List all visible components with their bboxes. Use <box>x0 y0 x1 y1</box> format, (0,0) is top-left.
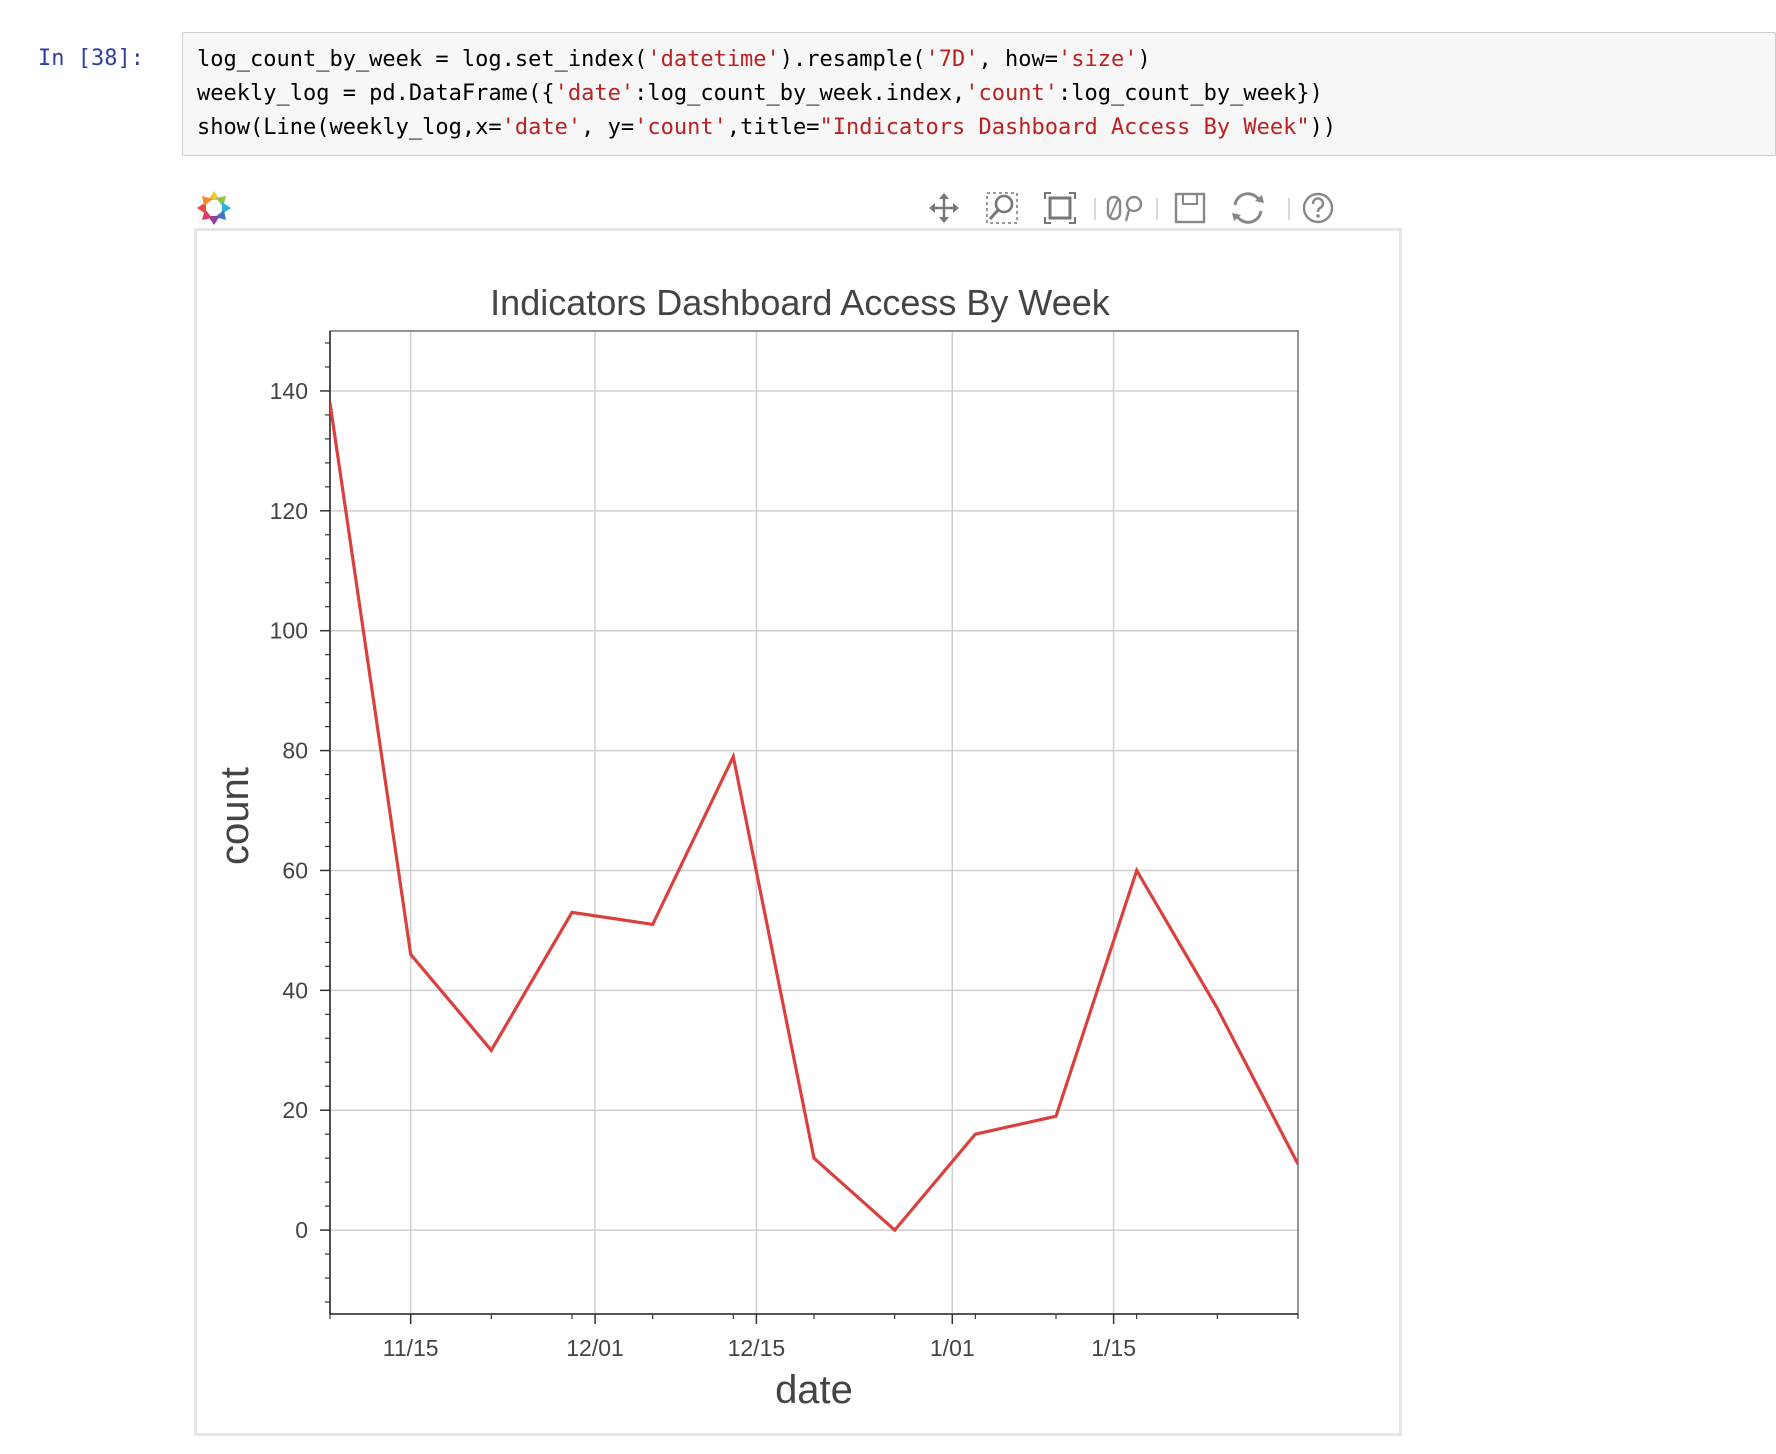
y-axis-label: count <box>213 767 257 865</box>
code-string-token: '7D' <box>925 47 979 72</box>
y-tick-label: 80 <box>282 738 308 764</box>
code-token: :log_count_by_week}) <box>1057 81 1323 106</box>
toolbar-separator <box>1288 198 1290 220</box>
code-string-token: 'count' <box>965 81 1058 106</box>
code-line: weekly_log = pd.DataFrame({'date':log_co… <box>197 77 1336 111</box>
bokeh-logo-icon[interactable] <box>194 188 234 228</box>
resize-tool[interactable] <box>1100 186 1148 230</box>
code-line: show(Line(weekly_log,x='date', y='count'… <box>197 111 1336 145</box>
code-string-token: 'size' <box>1057 47 1138 72</box>
code-token: , y= <box>581 115 635 140</box>
series-line-count <box>330 402 1298 1233</box>
code-token: ).resample( <box>779 47 926 72</box>
input-prompt: In [38]: <box>38 46 144 71</box>
code-token: show(Line(weekly_log,x= <box>197 115 502 140</box>
code-string-token: 'datetime' <box>647 47 780 72</box>
reset-icon <box>1232 192 1264 224</box>
code-token: )) <box>1309 115 1337 140</box>
zoom-icon <box>986 192 1018 224</box>
code-string-token: 'count' <box>634 115 727 140</box>
code-token: ) <box>1137 47 1151 72</box>
x-tick-label: 1/01 <box>930 1335 975 1361</box>
help-icon <box>1302 192 1334 224</box>
code-string-token: "Indicators Dashboard Access By Week" <box>819 115 1310 140</box>
toolbar-separator <box>1156 198 1158 220</box>
help-tool[interactable] <box>1294 186 1342 230</box>
code-input-area[interactable]: log_count_by_week = log.set_index('datet… <box>182 32 1776 156</box>
chart-title: Indicators Dashboard Access By Week <box>490 282 1110 323</box>
code-token: ,title= <box>726 115 820 140</box>
axes: 11/15 12/01 12/15 1/01 1/15 0 20 40 60 80 100 120 14… <box>270 331 1299 1361</box>
y-tick-label: 120 <box>270 498 308 524</box>
save-tool[interactable] <box>1166 186 1214 230</box>
code-token: :log_count_by_week.index, <box>634 81 966 106</box>
y-tick-label: 20 <box>282 1097 308 1123</box>
code-token: log_count_by_week = log.set_index( <box>197 47 648 72</box>
wheel-zoom-tool[interactable] <box>978 186 1026 230</box>
box-zoom-tool[interactable] <box>1036 186 1084 230</box>
code-string-token: 'date' <box>501 115 582 140</box>
x-tick-label: 12/01 <box>566 1335 624 1361</box>
code-line: log_count_by_week = log.set_index('datet… <box>197 43 1336 77</box>
save-icon <box>1174 192 1206 224</box>
reset-tool[interactable] <box>1224 186 1272 230</box>
plot-area-border <box>329 330 1299 1315</box>
y-tick-label: 40 <box>282 977 308 1003</box>
x-axis-label: date <box>775 1368 853 1412</box>
x-tick-label: 12/15 <box>728 1335 786 1361</box>
code-token: , how= <box>978 47 1058 72</box>
box-zoom-icon <box>1044 192 1076 224</box>
code-string-token: 'date' <box>554 81 635 106</box>
x-tick-label: 11/15 <box>383 1335 439 1361</box>
x-tick-label: 1/15 <box>1091 1335 1136 1361</box>
toolbar-separator <box>1094 198 1096 220</box>
y-tick-label: 100 <box>270 618 308 644</box>
plot-canvas-frame[interactable] <box>194 228 1402 1436</box>
resize-icon <box>1106 195 1143 222</box>
series-lines <box>330 402 1298 1233</box>
y-tick-label: 60 <box>282 857 308 883</box>
y-tick-label: 0 <box>295 1217 308 1243</box>
grid-lines <box>330 331 1298 1314</box>
y-tick-label: 140 <box>270 378 308 404</box>
code-token: weekly_log = pd.DataFrame({ <box>197 81 555 106</box>
code-editor[interactable]: log_count_by_week = log.set_index('datet… <box>197 43 1336 145</box>
pan-icon <box>929 193 959 223</box>
